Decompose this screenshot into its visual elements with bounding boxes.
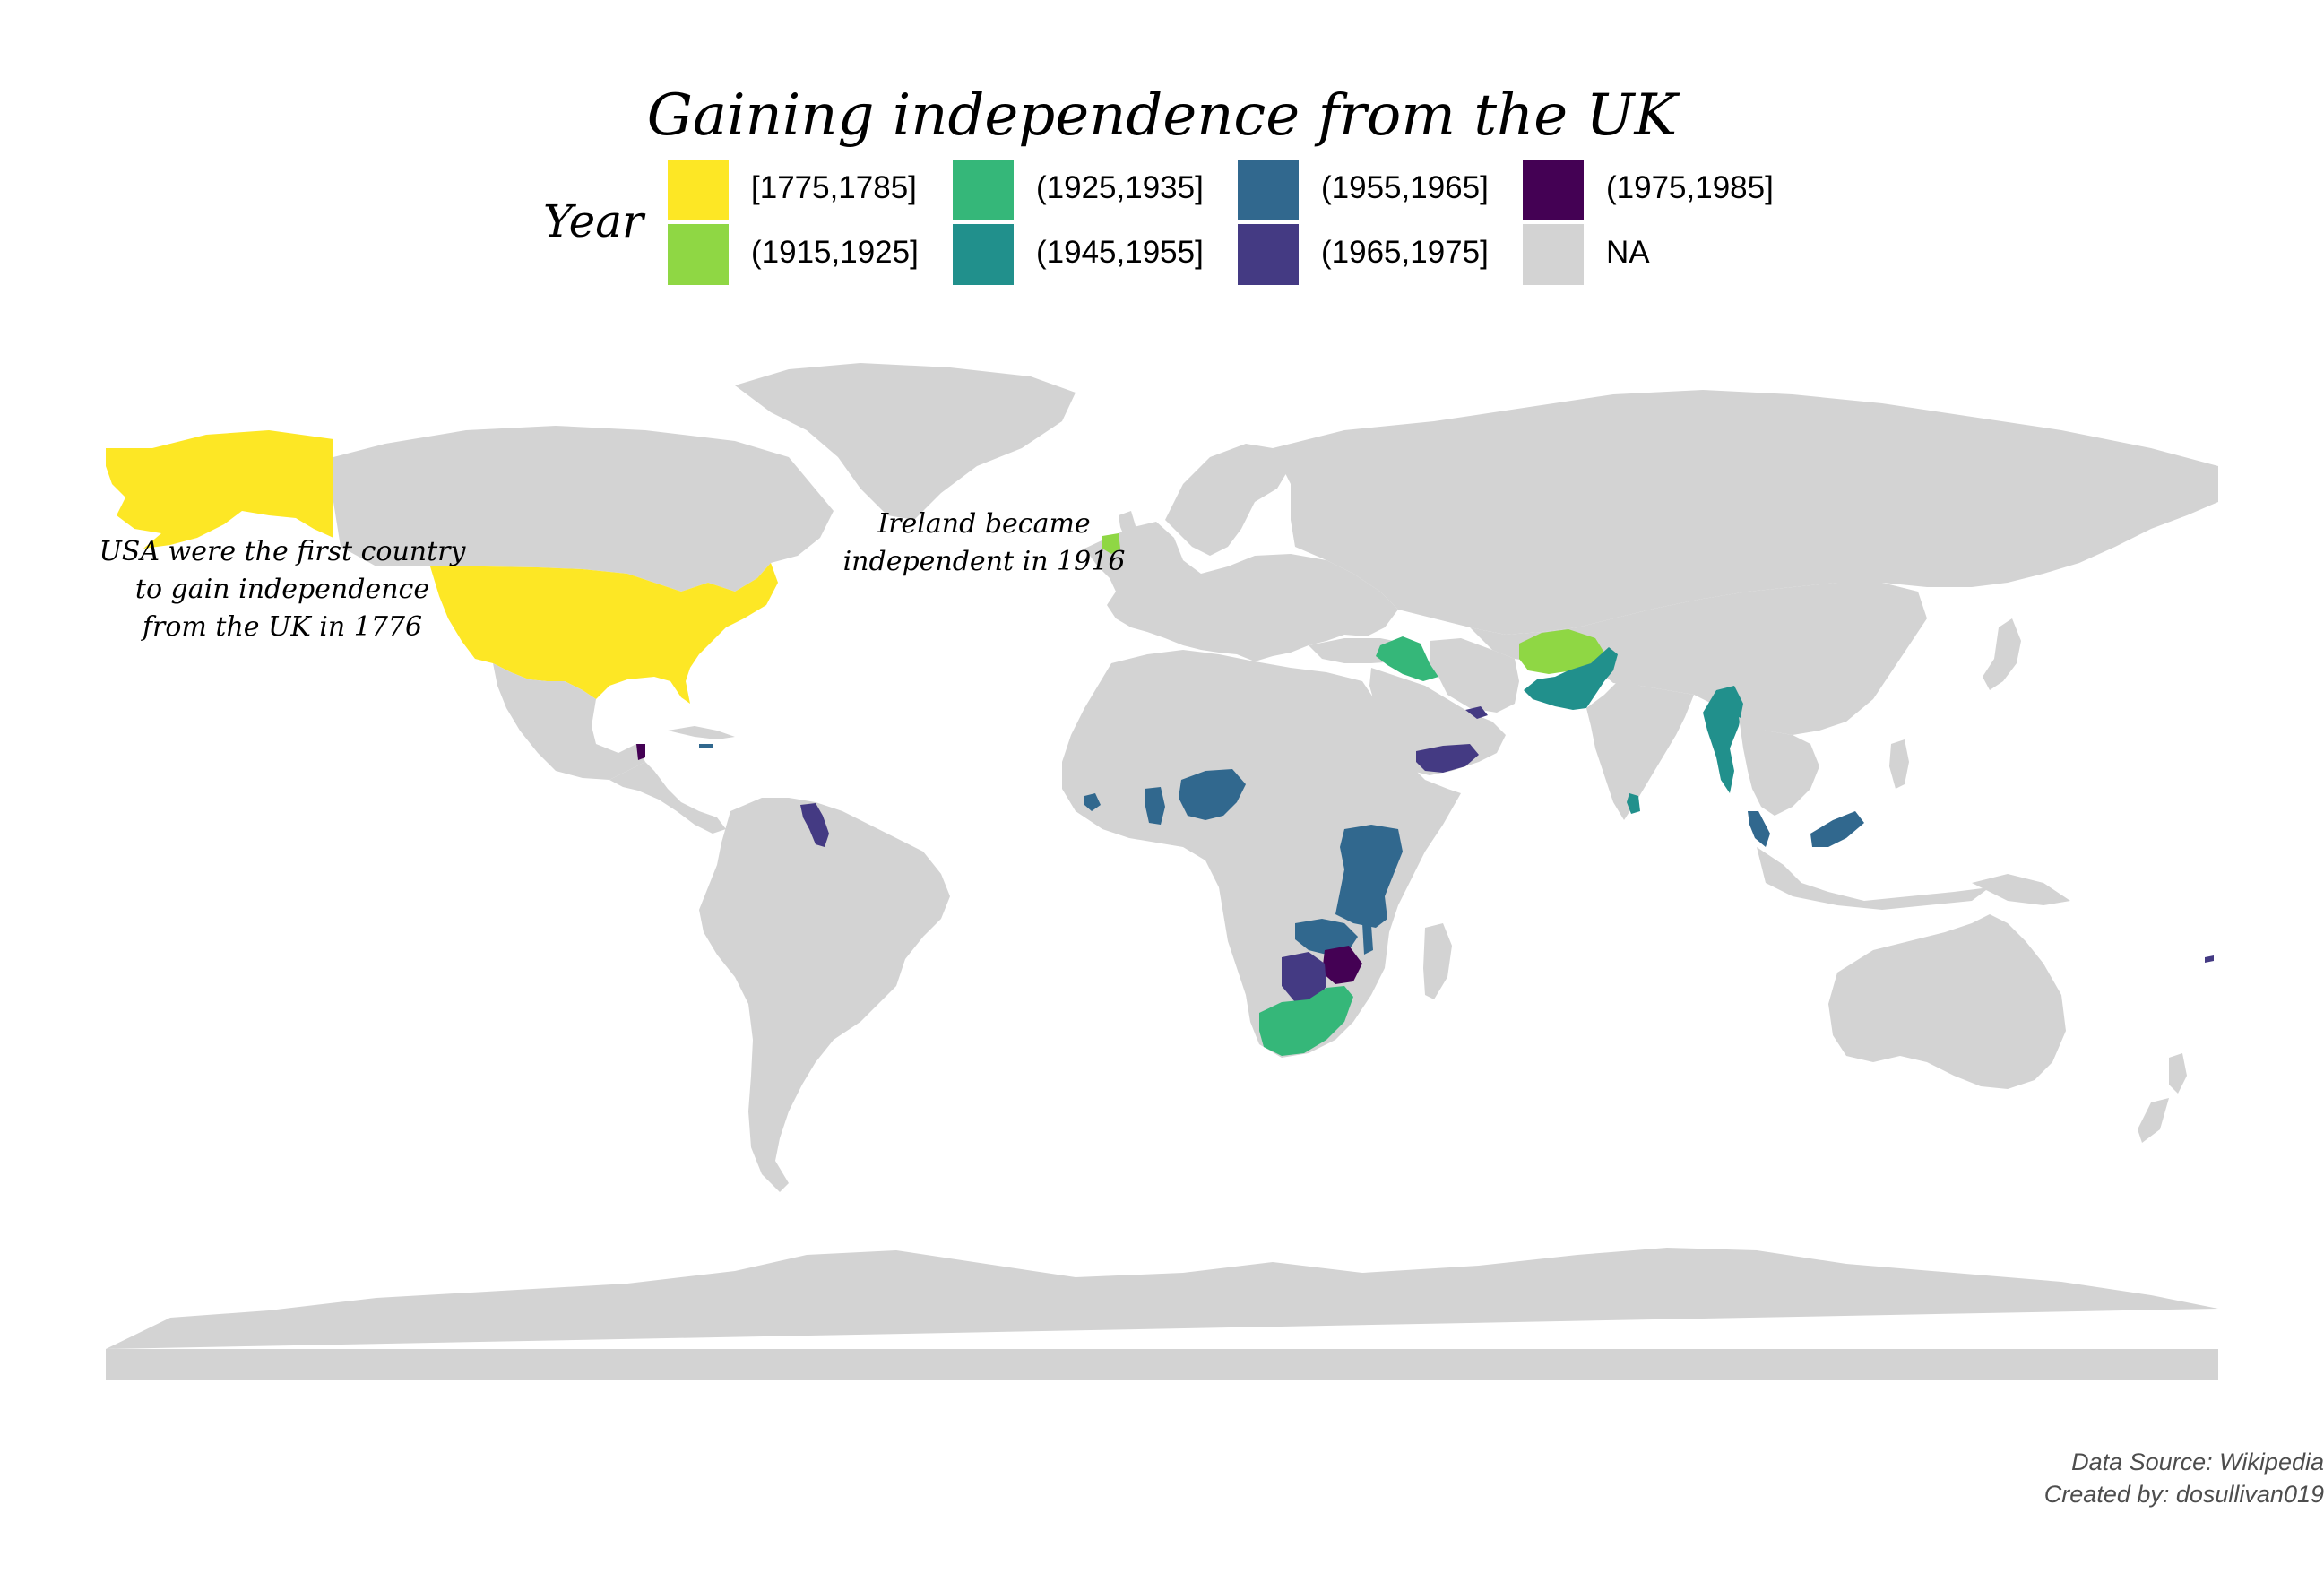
country-south-america [699,798,950,1192]
country-indonesia [1757,847,1990,910]
country-malaysia-borneo [1810,811,1864,847]
legend-label: [1775,1785] [751,170,917,205]
country-papua [1972,874,2070,905]
caption-source: Data Source: Wikipedia [2071,1448,2324,1475]
legend: [1775,1785] (1915,1925] (1925,1935] (194… [668,160,1833,285]
legend-swatch [1523,224,1584,285]
country-antarctica [106,1248,2218,1380]
country-pakistan [1524,647,1618,710]
country-fiji [2205,955,2214,963]
country-sierra-leone [1084,793,1101,811]
country-usa [430,563,778,704]
country-malaysia-peninsula [1748,811,1770,847]
legend-label: NA [1606,235,1650,270]
country-india [1586,681,1694,820]
country-new-zealand [2138,1053,2187,1143]
country-japan [1983,618,2021,690]
country-uae [1465,706,1488,719]
country-zambia [1295,919,1358,955]
country-mexico [493,663,645,780]
country-alaska [106,430,333,549]
legend-label: (1925,1935] [1036,170,1204,205]
annotation-usa-line-1: USA were the first country [99,536,467,567]
legend-label: (1955,1965] [1321,170,1489,205]
country-belize [636,744,645,760]
country-cuba [668,726,735,739]
country-zimbabwe [1322,946,1362,984]
country-guyana [800,803,829,847]
country-madagascar [1423,923,1452,999]
legend-swatch [953,160,1014,220]
country-east-africa [1335,825,1403,928]
country-philippines [1889,739,1909,789]
country-myanmar [1703,686,1743,793]
country-ghana [1145,787,1165,825]
legend-swatch [668,160,729,220]
country-iran [1430,638,1519,713]
legend-label: (1965,1975] [1321,235,1489,270]
country-scandinavia [1165,444,1291,556]
country-greenland [735,363,1076,520]
country-afghanistan [1519,629,1604,674]
country-yemen [1416,744,1479,773]
country-africa [1062,650,1461,1058]
country-malawi [1362,923,1373,955]
country-ireland [1102,533,1120,554]
country-iraq [1376,636,1438,681]
country-southeast-asia [1739,717,1819,816]
legend-swatch [1523,160,1584,220]
country-central-america [609,762,726,834]
country-sri-lanka [1627,793,1640,814]
annotation-ireland-line-2: independent in 1916 [843,546,1126,577]
caption-author: Created by: dosullivan019 [2043,1481,2324,1508]
country-botswana [1282,952,1326,1002]
legend-title: Year [543,195,644,247]
annotation-usa-line-3: from the UK in 1776 [141,611,422,643]
legend-label: (1975,1985] [1606,170,1774,205]
country-china-region [1470,583,1927,735]
legend-swatch [1238,224,1299,285]
country-australia [1828,914,2066,1089]
country-united-kingdom [1119,511,1140,563]
legend-swatch [668,224,729,285]
legend-label: (1945,1955] [1036,235,1204,270]
map-title: Gaining independence from the UK [646,82,1678,149]
legend-swatch [953,224,1014,285]
legend-swatch [1238,160,1299,220]
annotation-ireland-line-1: Ireland became [877,508,1090,540]
country-canada [333,426,834,592]
caption: Data Source: Wikipedia Created by: dosul… [2044,1446,2324,1510]
country-russia [1273,390,2218,635]
country-south-africa [1259,986,1353,1056]
country-jamaica [699,744,713,748]
annotation-usa-line-2: to gain independence [135,574,429,605]
legend-label: (1915,1925] [751,235,919,270]
country-europe [1084,522,1398,661]
country-nigeria [1179,769,1246,820]
